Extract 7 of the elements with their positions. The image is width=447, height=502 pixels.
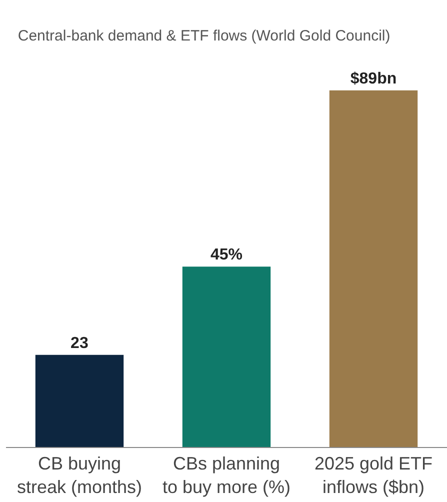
chart-title: Central-bank demand & ETF flows (World Gold Council) xyxy=(18,28,390,45)
data-label: 45% xyxy=(210,246,243,264)
data-label: $89bn xyxy=(350,70,397,88)
x-tick-label: CB buying streak (months) xyxy=(16,454,142,497)
data-label: 23 xyxy=(70,334,88,352)
x-tick-label: CBs planning to buy more (%) xyxy=(162,454,291,497)
x-tick-label: 2025 gold ETF inflows ($bn) xyxy=(314,454,433,497)
